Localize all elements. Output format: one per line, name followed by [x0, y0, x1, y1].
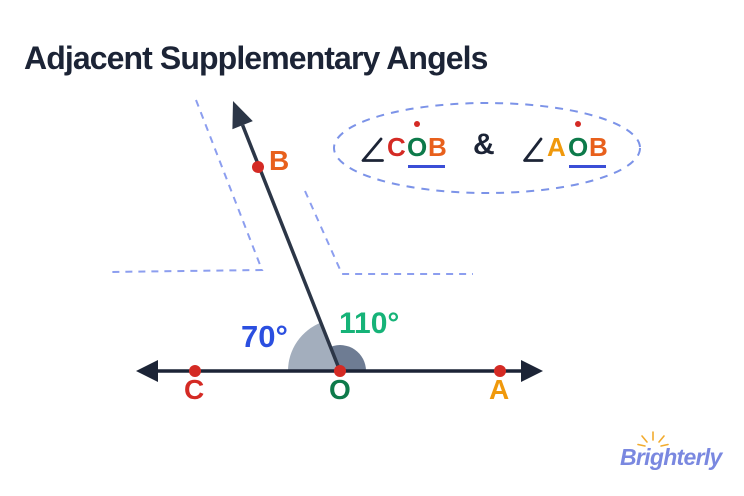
- svg-text:Brighterly: Brighterly: [620, 444, 724, 470]
